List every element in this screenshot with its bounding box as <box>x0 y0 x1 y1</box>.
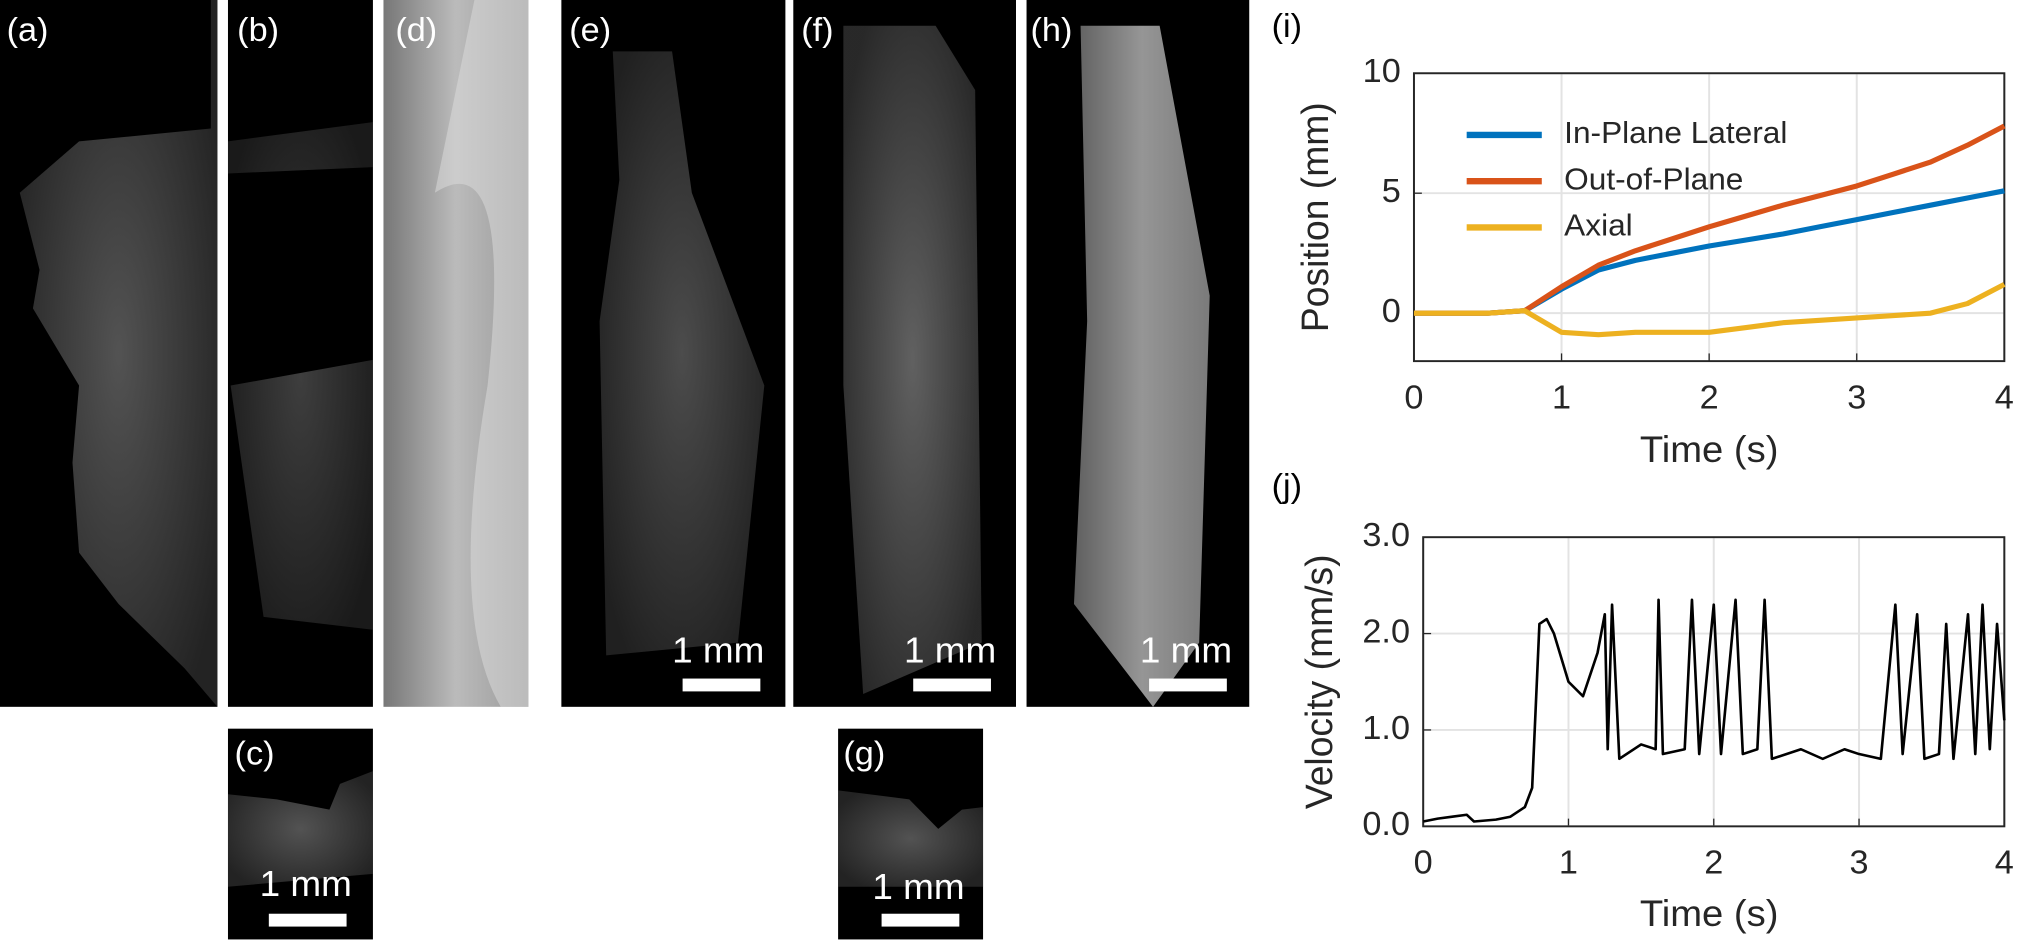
scale-bar <box>881 913 960 927</box>
x-tick-label: 2 <box>1704 844 1723 882</box>
tissue <box>227 122 373 630</box>
scale-bar-label: 1 mm <box>872 866 964 906</box>
legend-label: Axial <box>1564 208 1633 243</box>
x-axis-label: Time (s) <box>1640 429 1779 470</box>
x-tick-label: 4 <box>1995 844 2014 882</box>
tissue <box>599 51 765 656</box>
y-tick-label: 0 <box>1382 292 1401 330</box>
scale-bar <box>682 678 761 692</box>
panel-label: (e) <box>569 11 611 49</box>
legend-label: Out-of-Plane <box>1564 162 1743 197</box>
scale-bar-label: 1 mm <box>260 864 352 904</box>
x-tick-label: 4 <box>1995 379 2014 417</box>
y-axis-label: Velocity (mm/s) <box>1297 554 1340 809</box>
x-tick-label: 2 <box>1700 379 1719 417</box>
panel-label: (a) <box>7 11 49 49</box>
scale-bar-label: 1 mm <box>904 630 996 670</box>
x-tick-label: 3 <box>1850 844 1869 882</box>
plot-frame <box>1422 536 2006 828</box>
tissue <box>434 0 529 707</box>
tissue <box>838 790 984 887</box>
y-tick-label: 2.0 <box>1362 613 1410 651</box>
plot-frame <box>1412 72 2006 363</box>
tissue <box>843 25 982 694</box>
legend-label: In-Plane Lateral <box>1564 115 1787 150</box>
panel-label: (f) <box>801 11 833 49</box>
y-axis-label: Position (mm) <box>1293 102 1336 332</box>
x-tick-label: 1 <box>1552 379 1571 417</box>
data-line <box>1413 282 2006 338</box>
x-tick-label: 3 <box>1847 379 1866 417</box>
y-tick-label: 10 <box>1363 52 1401 90</box>
scale-bar-label: 1 mm <box>672 630 764 670</box>
x-tick-label: 0 <box>1414 844 1433 882</box>
tissue <box>19 0 218 707</box>
panel-label: (g) <box>843 735 885 773</box>
scale-bar-label: 1 mm <box>1140 630 1232 670</box>
panel-label: (b) <box>237 11 279 49</box>
panel-label: (i) <box>1272 7 1302 45</box>
y-tick-label: 0.0 <box>1362 806 1410 844</box>
panel-label: (d) <box>395 11 437 49</box>
x-axis-label: Time (s) <box>1640 893 1779 934</box>
scale-bar <box>268 913 347 927</box>
x-tick-label: 1 <box>1559 844 1578 882</box>
y-tick-label: 5 <box>1382 172 1401 210</box>
image-panels <box>0 0 1250 940</box>
scale-bar <box>913 678 991 692</box>
panel-label: (j) <box>1272 468 1302 506</box>
tissue <box>1073 25 1210 707</box>
y-tick-label: 3.0 <box>1362 516 1410 554</box>
scale-bar <box>1149 678 1227 692</box>
data-line <box>1422 598 2006 823</box>
y-tick-label: 1.0 <box>1362 709 1410 747</box>
panel-label: (h) <box>1030 11 1072 49</box>
tissue <box>227 771 373 887</box>
x-tick-label: 0 <box>1404 379 1423 417</box>
panel-label: (c) <box>235 735 275 773</box>
